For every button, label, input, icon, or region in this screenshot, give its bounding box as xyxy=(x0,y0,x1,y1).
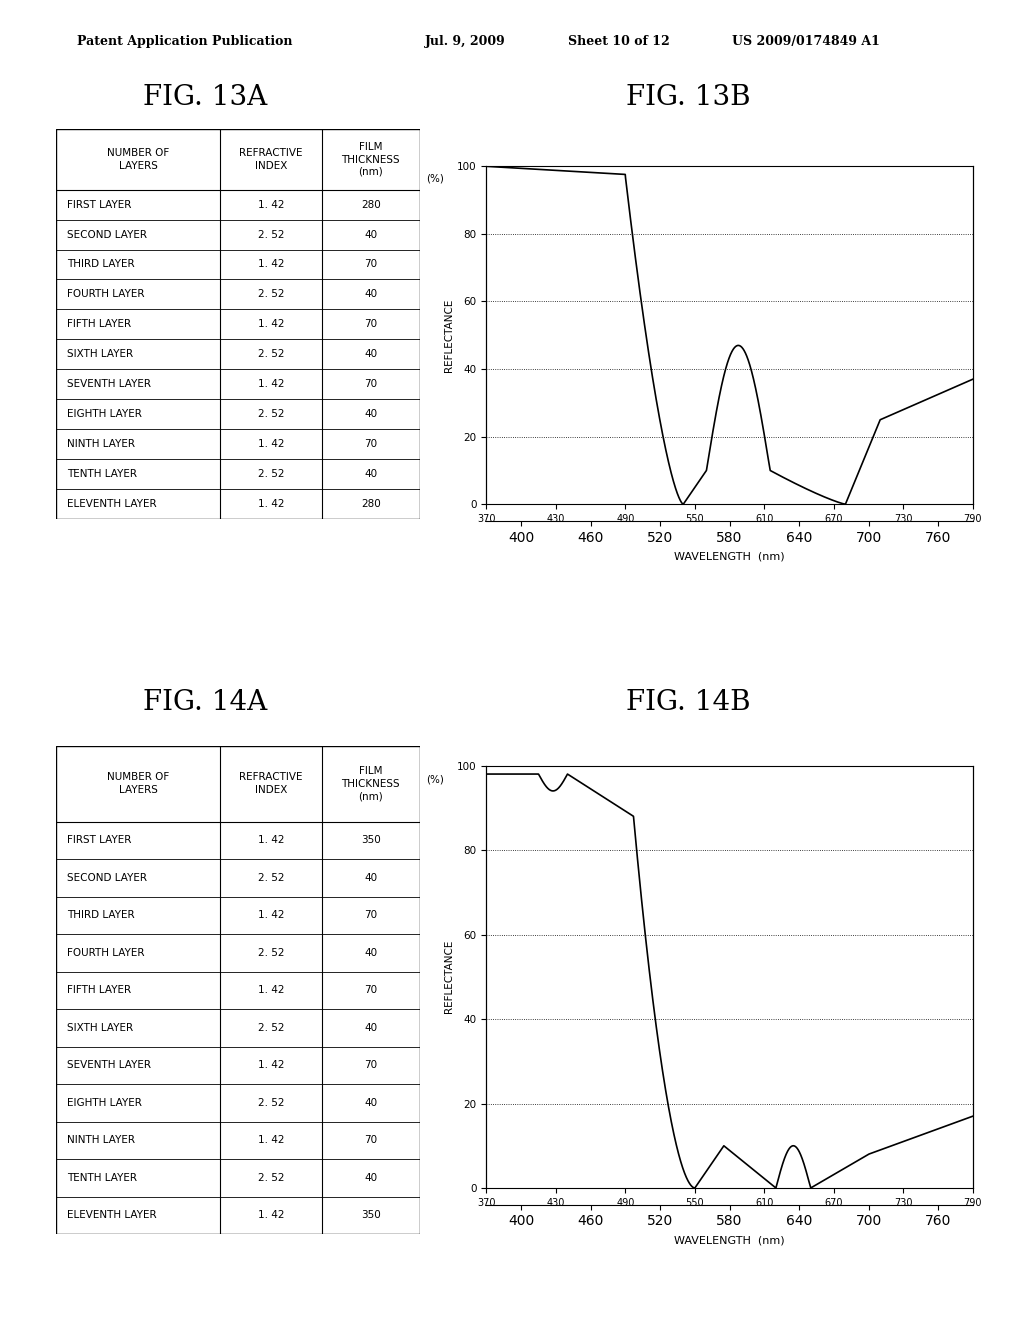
Text: 70: 70 xyxy=(365,260,377,269)
Text: TENTH LAYER: TENTH LAYER xyxy=(68,1173,137,1183)
Text: 40: 40 xyxy=(365,948,377,958)
Y-axis label: REFLECTANCE: REFLECTANCE xyxy=(444,940,455,1014)
Text: 2. 52: 2. 52 xyxy=(258,1098,284,1107)
Text: SEVENTH LAYER: SEVENTH LAYER xyxy=(68,1060,152,1071)
Text: 280: 280 xyxy=(360,199,381,210)
Text: 1. 42: 1. 42 xyxy=(258,260,284,269)
Text: NINTH LAYER: NINTH LAYER xyxy=(68,440,135,449)
Text: FIG. 14A: FIG. 14A xyxy=(142,689,267,715)
Text: 70: 70 xyxy=(365,1135,377,1146)
Text: Sheet 10 of 12: Sheet 10 of 12 xyxy=(568,36,670,48)
Text: NINTH LAYER: NINTH LAYER xyxy=(68,1135,135,1146)
Text: 1. 42: 1. 42 xyxy=(258,985,284,995)
Text: THIRD LAYER: THIRD LAYER xyxy=(68,911,135,920)
Text: REFRACTIVE
INDEX: REFRACTIVE INDEX xyxy=(239,772,302,795)
Text: 280: 280 xyxy=(360,499,381,508)
Text: 1. 42: 1. 42 xyxy=(258,499,284,508)
Text: FIG. 14B: FIG. 14B xyxy=(626,689,751,715)
Text: 40: 40 xyxy=(365,289,377,300)
Text: SIXTH LAYER: SIXTH LAYER xyxy=(68,1023,133,1032)
Text: FIG. 13B: FIG. 13B xyxy=(626,84,751,111)
Text: NUMBER OF
LAYERS: NUMBER OF LAYERS xyxy=(106,148,169,170)
Text: ELEVENTH LAYER: ELEVENTH LAYER xyxy=(68,1210,157,1221)
X-axis label: WAVELENGTH  (nm): WAVELENGTH (nm) xyxy=(674,1236,785,1246)
Text: 40: 40 xyxy=(365,409,377,418)
Text: 40: 40 xyxy=(365,873,377,883)
Text: 70: 70 xyxy=(365,319,377,329)
Text: 2. 52: 2. 52 xyxy=(258,948,284,958)
Text: FIRST LAYER: FIRST LAYER xyxy=(68,199,132,210)
Text: (%): (%) xyxy=(426,774,444,784)
Text: 70: 70 xyxy=(365,911,377,920)
Text: 70: 70 xyxy=(365,379,377,389)
Text: 40: 40 xyxy=(365,350,377,359)
Text: FIRST LAYER: FIRST LAYER xyxy=(68,836,132,845)
Text: 2. 52: 2. 52 xyxy=(258,1173,284,1183)
Text: 2. 52: 2. 52 xyxy=(258,350,284,359)
Text: 1. 42: 1. 42 xyxy=(258,319,284,329)
Text: EIGHTH LAYER: EIGHTH LAYER xyxy=(68,409,142,418)
Text: 40: 40 xyxy=(365,469,377,479)
Text: 1. 42: 1. 42 xyxy=(258,836,284,845)
Text: SECOND LAYER: SECOND LAYER xyxy=(68,230,147,240)
Text: 2. 52: 2. 52 xyxy=(258,873,284,883)
Text: EIGHTH LAYER: EIGHTH LAYER xyxy=(68,1098,142,1107)
Text: 1. 42: 1. 42 xyxy=(258,1210,284,1221)
Text: 1. 42: 1. 42 xyxy=(258,379,284,389)
Text: 1. 42: 1. 42 xyxy=(258,911,284,920)
Text: 70: 70 xyxy=(365,985,377,995)
Text: FOURTH LAYER: FOURTH LAYER xyxy=(68,289,144,300)
Text: 1. 42: 1. 42 xyxy=(258,199,284,210)
Text: FIFTH LAYER: FIFTH LAYER xyxy=(68,319,131,329)
Text: TENTH LAYER: TENTH LAYER xyxy=(68,469,137,479)
Text: 350: 350 xyxy=(360,836,381,845)
Text: FIG. 13A: FIG. 13A xyxy=(142,84,267,111)
Text: FIFTH LAYER: FIFTH LAYER xyxy=(68,985,131,995)
Text: Jul. 9, 2009: Jul. 9, 2009 xyxy=(425,36,506,48)
Text: 2. 52: 2. 52 xyxy=(258,289,284,300)
Text: 2. 52: 2. 52 xyxy=(258,409,284,418)
Text: ELEVENTH LAYER: ELEVENTH LAYER xyxy=(68,499,157,508)
Text: Patent Application Publication: Patent Application Publication xyxy=(77,36,292,48)
Text: FILM
THICKNESS
(nm): FILM THICKNESS (nm) xyxy=(341,143,400,177)
Text: SEVENTH LAYER: SEVENTH LAYER xyxy=(68,379,152,389)
Text: NUMBER OF
LAYERS: NUMBER OF LAYERS xyxy=(106,772,169,795)
Text: 350: 350 xyxy=(360,1210,381,1221)
Text: FILM
THICKNESS
(nm): FILM THICKNESS (nm) xyxy=(341,766,400,801)
Text: 1. 42: 1. 42 xyxy=(258,440,284,449)
Text: 2. 52: 2. 52 xyxy=(258,230,284,240)
Text: SECOND LAYER: SECOND LAYER xyxy=(68,873,147,883)
Text: 40: 40 xyxy=(365,1098,377,1107)
Text: SIXTH LAYER: SIXTH LAYER xyxy=(68,350,133,359)
Text: FOURTH LAYER: FOURTH LAYER xyxy=(68,948,144,958)
Text: 1. 42: 1. 42 xyxy=(258,1060,284,1071)
X-axis label: WAVELENGTH  (nm): WAVELENGTH (nm) xyxy=(674,552,785,562)
Text: 1. 42: 1. 42 xyxy=(258,1135,284,1146)
Y-axis label: REFLECTANCE: REFLECTANCE xyxy=(444,298,455,372)
Text: THIRD LAYER: THIRD LAYER xyxy=(68,260,135,269)
Text: 2. 52: 2. 52 xyxy=(258,1023,284,1032)
Text: 70: 70 xyxy=(365,440,377,449)
Text: 40: 40 xyxy=(365,230,377,240)
Text: 40: 40 xyxy=(365,1173,377,1183)
Text: US 2009/0174849 A1: US 2009/0174849 A1 xyxy=(732,36,880,48)
Text: 2. 52: 2. 52 xyxy=(258,469,284,479)
Text: REFRACTIVE
INDEX: REFRACTIVE INDEX xyxy=(239,148,302,170)
Text: (%): (%) xyxy=(426,173,444,183)
Text: 70: 70 xyxy=(365,1060,377,1071)
Text: 40: 40 xyxy=(365,1023,377,1032)
